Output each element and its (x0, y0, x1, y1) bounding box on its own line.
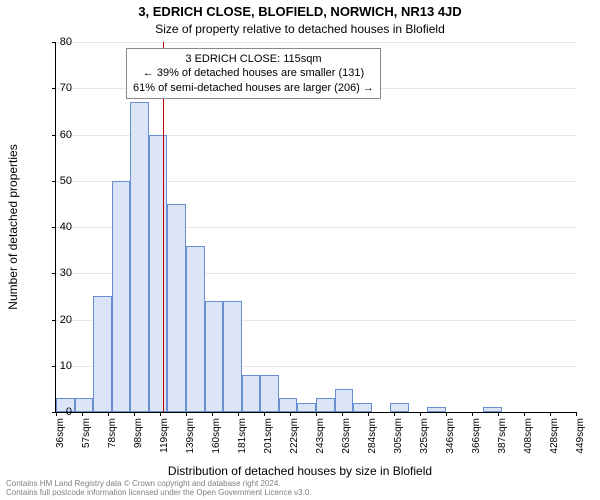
histogram-bar (427, 407, 446, 412)
histogram-bar (167, 204, 186, 412)
xtick-label: 284sqm (367, 418, 378, 460)
histogram-bar (186, 246, 205, 413)
x-axis-label: Distribution of detached houses by size … (0, 464, 600, 478)
histogram-bar (353, 403, 372, 412)
histogram-bar (75, 398, 94, 412)
xtick-label: 181sqm (237, 418, 248, 460)
xtick-mark (108, 412, 109, 416)
xtick-mark (290, 412, 291, 416)
xtick-mark (550, 412, 551, 416)
chart-title-main: 3, EDRICH CLOSE, BLOFIELD, NORWICH, NR13… (0, 4, 600, 19)
xtick-label: 305sqm (393, 418, 404, 460)
ytick-label: 60 (32, 129, 72, 141)
xtick-mark (160, 412, 161, 416)
chart-title-sub: Size of property relative to detached ho… (0, 22, 600, 36)
xtick-mark (316, 412, 317, 416)
footer-line-2: Contains full postcode information licen… (6, 488, 312, 498)
xtick-label: 57sqm (81, 418, 92, 460)
xtick-mark (524, 412, 525, 416)
xtick-mark (82, 412, 83, 416)
histogram-bar (205, 301, 224, 412)
xtick-label: 408sqm (523, 418, 534, 460)
plot-area: 3 EDRICH CLOSE: 115sqm← 39% of detached … (55, 42, 576, 413)
chart-container: 3, EDRICH CLOSE, BLOFIELD, NORWICH, NR13… (0, 0, 600, 500)
xtick-label: 243sqm (315, 418, 326, 460)
ytick-label: 50 (32, 175, 72, 187)
histogram-bar (93, 296, 112, 412)
xtick-mark (342, 412, 343, 416)
xtick-mark (186, 412, 187, 416)
ytick-label: 20 (32, 314, 72, 326)
xtick-mark (134, 412, 135, 416)
xtick-label: 98sqm (133, 418, 144, 460)
xtick-label: 346sqm (445, 418, 456, 460)
ytick-label: 70 (32, 82, 72, 94)
xtick-mark (420, 412, 421, 416)
annotation-line-3: 61% of semi-detached houses are larger (… (133, 81, 374, 95)
histogram-bar (223, 301, 242, 412)
ytick-label: 40 (32, 221, 72, 233)
xtick-mark (238, 412, 239, 416)
xtick-label: 139sqm (185, 418, 196, 460)
histogram-bar (112, 181, 131, 412)
histogram-bar (149, 135, 168, 413)
ytick-label: 30 (32, 267, 72, 279)
xtick-mark (472, 412, 473, 416)
histogram-bar (390, 403, 409, 412)
xtick-label: 160sqm (211, 418, 222, 460)
histogram-bar (242, 375, 261, 412)
xtick-label: 36sqm (55, 418, 66, 460)
footer-attribution: Contains HM Land Registry data © Crown c… (6, 479, 312, 498)
histogram-bar (316, 398, 335, 412)
histogram-bar (279, 398, 298, 412)
xtick-mark (446, 412, 447, 416)
annotation-line-2: ← 39% of detached houses are smaller (13… (133, 66, 374, 80)
annotation-line-1: 3 EDRICH CLOSE: 115sqm (133, 52, 374, 66)
ytick-label: 80 (32, 36, 72, 48)
xtick-label: 428sqm (549, 418, 560, 460)
annotation-box: 3 EDRICH CLOSE: 115sqm← 39% of detached … (126, 48, 381, 99)
xtick-label: 325sqm (419, 418, 430, 460)
xtick-label: 387sqm (497, 418, 508, 460)
histogram-bar (130, 102, 149, 412)
y-axis-label: Number of detached properties (6, 144, 20, 309)
ytick-label: 0 (32, 406, 72, 418)
xtick-mark (498, 412, 499, 416)
xtick-mark (212, 412, 213, 416)
xtick-mark (394, 412, 395, 416)
gridline (56, 42, 576, 43)
xtick-mark (576, 412, 577, 416)
xtick-label: 449sqm (575, 418, 586, 460)
xtick-mark (264, 412, 265, 416)
footer-line-1: Contains HM Land Registry data © Crown c… (6, 479, 312, 489)
xtick-label: 263sqm (341, 418, 352, 460)
ytick-label: 10 (32, 360, 72, 372)
histogram-bar (297, 403, 316, 412)
xtick-label: 201sqm (263, 418, 274, 460)
xtick-label: 222sqm (289, 418, 300, 460)
xtick-label: 119sqm (159, 418, 170, 460)
histogram-bar (260, 375, 279, 412)
xtick-label: 78sqm (107, 418, 118, 460)
xtick-label: 366sqm (471, 418, 482, 460)
xtick-mark (368, 412, 369, 416)
histogram-bar (335, 389, 354, 412)
